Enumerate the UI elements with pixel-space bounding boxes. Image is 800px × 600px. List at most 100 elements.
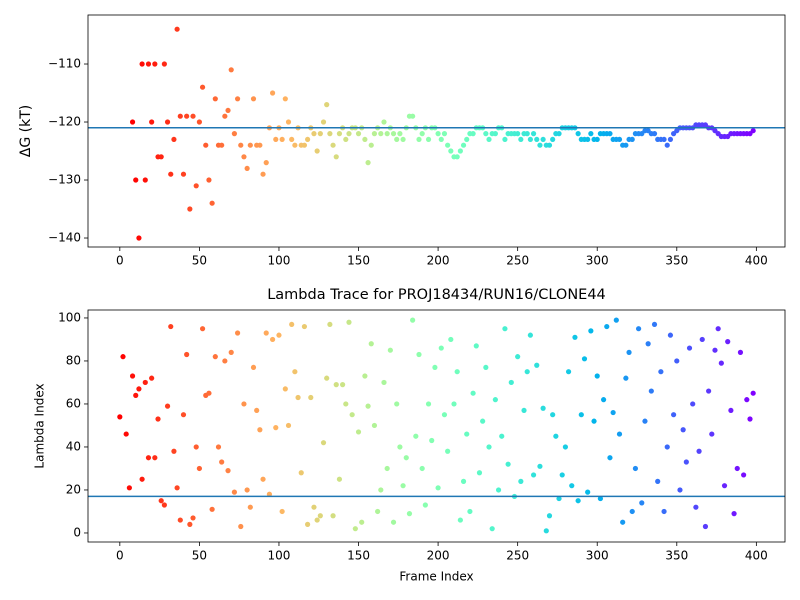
point	[330, 142, 336, 148]
point	[184, 351, 190, 358]
point	[324, 102, 330, 108]
point	[632, 465, 639, 472]
point	[149, 119, 155, 125]
point	[234, 330, 241, 336]
point	[515, 131, 521, 137]
point	[199, 84, 206, 90]
point	[282, 386, 288, 392]
point	[292, 369, 298, 375]
point	[174, 26, 180, 32]
point	[327, 321, 333, 328]
point	[588, 131, 594, 137]
point	[333, 154, 339, 160]
point	[553, 433, 559, 439]
point	[285, 119, 292, 125]
point	[123, 431, 129, 437]
point	[572, 334, 578, 340]
point	[534, 136, 540, 143]
point	[416, 136, 422, 143]
point	[289, 136, 295, 143]
point	[502, 326, 508, 332]
point	[180, 171, 187, 177]
point	[696, 448, 702, 454]
point	[667, 136, 674, 143]
point	[565, 369, 572, 375]
x-tick-label: 150	[347, 254, 370, 268]
x-tick-label: 250	[506, 254, 529, 268]
point	[441, 131, 448, 137]
point	[263, 330, 269, 336]
point	[556, 131, 562, 137]
point	[616, 431, 623, 437]
x-tick-label: 0	[116, 549, 124, 563]
y-tick-label: 60	[66, 396, 81, 410]
point	[607, 131, 613, 137]
point	[368, 341, 374, 347]
point	[585, 136, 591, 143]
point	[737, 349, 744, 355]
point	[212, 354, 218, 360]
point	[731, 511, 737, 517]
point	[626, 349, 632, 355]
point	[269, 336, 276, 343]
point	[378, 131, 384, 137]
point	[343, 136, 349, 143]
x-tick-label: 300	[586, 549, 609, 563]
point	[550, 412, 556, 418]
point	[747, 416, 753, 422]
y-tick-label: −130	[48, 173, 81, 187]
point	[457, 148, 463, 154]
point	[623, 375, 629, 381]
point	[149, 375, 155, 381]
point	[177, 113, 183, 119]
point	[441, 412, 448, 418]
point	[276, 332, 282, 338]
point	[161, 502, 167, 508]
point	[384, 465, 390, 472]
point	[709, 431, 715, 437]
point	[260, 171, 266, 177]
x-tick-label: 400	[745, 549, 768, 563]
point	[187, 521, 193, 527]
point	[486, 136, 492, 143]
point	[480, 418, 486, 424]
point	[651, 321, 658, 328]
point	[346, 319, 352, 325]
point	[620, 519, 626, 525]
point	[250, 96, 257, 102]
point	[193, 444, 199, 450]
point	[451, 401, 457, 407]
point	[171, 136, 177, 143]
x-axis-label: Frame Index	[399, 570, 473, 584]
y-tick-label: 100	[58, 310, 81, 324]
point	[174, 485, 180, 491]
point	[591, 418, 597, 424]
point	[629, 508, 635, 515]
point	[219, 142, 225, 148]
point	[209, 506, 215, 512]
point	[117, 414, 123, 420]
point	[588, 328, 594, 334]
point	[359, 519, 365, 525]
point	[187, 206, 193, 212]
point	[464, 431, 470, 437]
point	[196, 465, 202, 472]
point	[397, 444, 403, 450]
point	[196, 119, 202, 125]
point	[556, 495, 562, 502]
point	[301, 323, 308, 330]
point	[492, 397, 498, 403]
point	[362, 373, 368, 379]
point	[492, 131, 498, 137]
point	[212, 96, 218, 102]
point	[317, 131, 323, 137]
point	[139, 476, 145, 482]
point	[349, 412, 355, 418]
point	[279, 508, 285, 515]
point	[448, 336, 454, 343]
point	[387, 347, 393, 353]
point	[152, 61, 158, 67]
point	[527, 136, 533, 143]
point	[120, 354, 126, 360]
point	[308, 394, 314, 401]
